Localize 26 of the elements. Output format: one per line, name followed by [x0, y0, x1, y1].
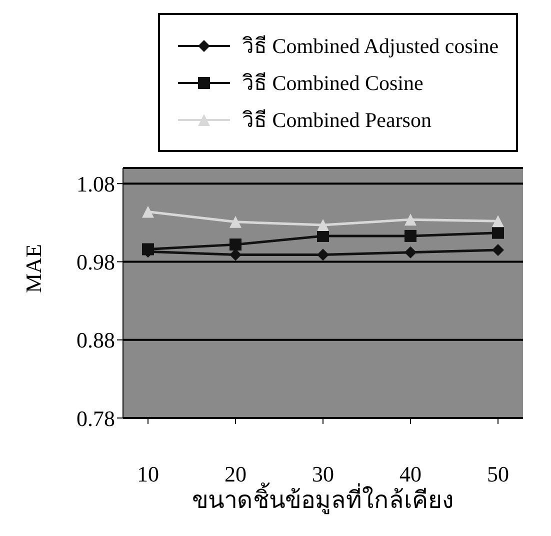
point	[317, 230, 329, 242]
y-tick-label: 0.88	[76, 328, 115, 353]
y-tick-label: 1.08	[76, 171, 115, 196]
y-tick-label: 0.98	[76, 250, 115, 275]
point	[404, 246, 416, 258]
x-tick-label: 40	[400, 462, 422, 487]
x-tick-label: 30	[312, 462, 334, 487]
point	[230, 216, 242, 228]
x-tick-label: 50	[487, 462, 509, 487]
point	[317, 248, 329, 261]
point	[404, 214, 416, 226]
point	[142, 243, 154, 256]
point	[317, 219, 329, 232]
y-axis-title: MAE	[20, 244, 46, 293]
point	[142, 206, 154, 218]
x-tick-label: 10	[137, 462, 159, 487]
x-tick-label: 20	[224, 462, 246, 487]
legend-label: วิธี Combined Pearson	[242, 107, 432, 134]
point	[492, 226, 504, 239]
y-tick-label: 0.78	[76, 406, 115, 431]
point	[230, 238, 242, 251]
point	[404, 230, 416, 242]
point	[492, 215, 504, 228]
point	[492, 244, 504, 256]
legend-label: วิธี Combined Cosine	[242, 70, 424, 97]
legend-label: วิธี Combined Adjusted cosine	[242, 33, 499, 60]
